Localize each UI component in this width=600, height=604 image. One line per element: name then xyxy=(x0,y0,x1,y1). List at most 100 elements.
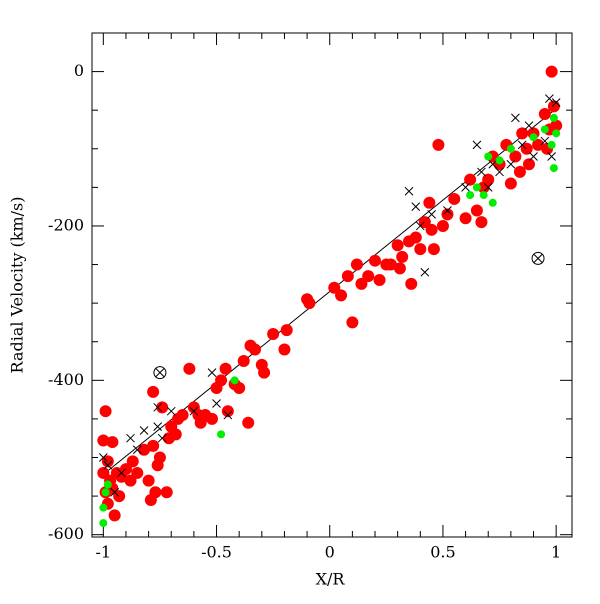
point xyxy=(97,466,110,479)
point xyxy=(483,183,493,192)
point xyxy=(153,402,163,412)
y-tick-label: -200 xyxy=(48,215,84,234)
point xyxy=(504,177,517,190)
point xyxy=(156,401,169,414)
plot-frame xyxy=(91,32,573,538)
point xyxy=(189,406,199,416)
point xyxy=(278,343,291,356)
point xyxy=(126,433,135,443)
point xyxy=(513,165,526,178)
x-tick-label: -0.5 xyxy=(201,543,232,562)
y-axis-label: Radial Velocity (km/s) xyxy=(8,197,27,374)
point xyxy=(547,100,560,113)
point xyxy=(415,221,425,231)
point xyxy=(223,410,233,420)
point xyxy=(425,223,438,236)
point xyxy=(153,366,167,380)
point xyxy=(393,262,406,275)
point xyxy=(117,468,126,478)
y-tick-label: -600 xyxy=(48,524,84,543)
point xyxy=(230,376,239,385)
point xyxy=(346,316,359,329)
point xyxy=(547,140,556,149)
point xyxy=(420,267,430,277)
point xyxy=(540,136,550,146)
point xyxy=(516,127,529,140)
point xyxy=(427,210,436,219)
point xyxy=(517,140,527,150)
x-tick-label: 0 xyxy=(325,543,335,562)
point xyxy=(545,94,554,103)
point xyxy=(280,324,293,337)
point xyxy=(108,509,121,522)
x-tick-label: 1 xyxy=(551,543,561,562)
point xyxy=(221,405,234,418)
point xyxy=(138,443,151,456)
point xyxy=(550,119,563,132)
point xyxy=(552,129,561,138)
point xyxy=(475,216,488,229)
point xyxy=(217,430,226,439)
x-tick-label: 0.5 xyxy=(430,543,455,562)
point xyxy=(540,125,549,134)
point xyxy=(545,65,558,78)
point xyxy=(443,206,452,215)
point xyxy=(335,289,348,302)
point xyxy=(212,399,221,408)
point xyxy=(176,409,189,422)
point xyxy=(448,192,461,205)
point xyxy=(524,121,534,130)
point xyxy=(350,258,363,271)
point xyxy=(142,474,155,487)
point xyxy=(99,503,108,512)
point xyxy=(355,277,368,290)
point xyxy=(166,406,176,416)
y-tick-label: 0 xyxy=(74,61,84,80)
point xyxy=(472,140,482,150)
point xyxy=(509,150,522,163)
point xyxy=(207,368,217,377)
point xyxy=(206,412,218,425)
point xyxy=(233,382,246,395)
point xyxy=(488,198,497,207)
point xyxy=(97,434,110,447)
point xyxy=(237,355,250,368)
point xyxy=(414,243,427,256)
point xyxy=(147,439,160,452)
point xyxy=(258,366,271,379)
point xyxy=(169,428,182,441)
point xyxy=(441,208,454,221)
point xyxy=(432,138,445,151)
point xyxy=(328,281,341,294)
point xyxy=(101,488,110,497)
point xyxy=(183,362,196,375)
point xyxy=(362,270,375,283)
point xyxy=(482,173,495,186)
point xyxy=(303,297,316,310)
point xyxy=(436,219,449,232)
point xyxy=(529,152,538,161)
point xyxy=(470,204,483,217)
point xyxy=(495,156,504,165)
point xyxy=(149,486,162,499)
point xyxy=(106,436,119,449)
point xyxy=(219,362,232,375)
point xyxy=(549,113,558,122)
point xyxy=(529,133,538,142)
point xyxy=(139,426,149,435)
point xyxy=(249,343,262,356)
point xyxy=(132,445,142,455)
point xyxy=(409,231,422,244)
point xyxy=(506,159,516,169)
point xyxy=(110,487,119,497)
point xyxy=(532,138,545,151)
point xyxy=(396,250,409,263)
point xyxy=(484,152,493,161)
point xyxy=(103,480,112,489)
point xyxy=(99,519,108,528)
point xyxy=(103,460,113,470)
point xyxy=(479,191,488,200)
point xyxy=(549,164,558,173)
point xyxy=(157,433,167,443)
